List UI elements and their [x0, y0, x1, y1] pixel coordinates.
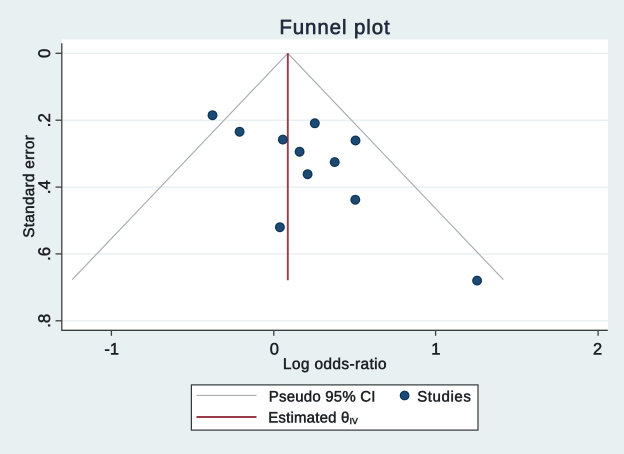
svg-text:1: 1 — [431, 341, 440, 359]
svg-text:.6: .6 — [35, 247, 54, 261]
svg-text:.8: .8 — [35, 314, 54, 328]
svg-text:-1: -1 — [104, 341, 119, 359]
svg-text:0: 0 — [35, 49, 54, 58]
svg-text:Standard error: Standard error — [21, 135, 38, 238]
svg-text:Studies: Studies — [417, 388, 471, 405]
svg-text:Estimated θIV: Estimated θIV — [268, 409, 358, 426]
svg-text:0: 0 — [270, 341, 279, 359]
svg-text:Log odds-ratio: Log odds-ratio — [283, 356, 387, 373]
svg-text:Pseudo 95% CI: Pseudo 95% CI — [269, 388, 376, 405]
svg-text:.2: .2 — [35, 113, 54, 127]
svg-text:.4: .4 — [35, 180, 54, 194]
svg-text:Funnel plot: Funnel plot — [279, 16, 390, 39]
svg-text:2: 2 — [593, 341, 602, 359]
